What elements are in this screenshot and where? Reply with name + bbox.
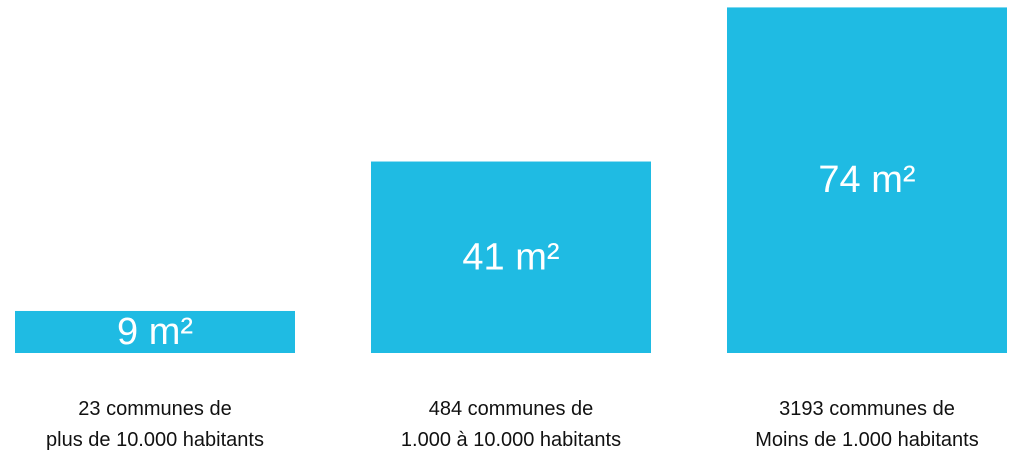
bar (727, 7, 1007, 353)
category-label: 23 communes de plus de 10.000 habitants (46, 398, 264, 451)
bar (15, 310, 295, 353)
bar (371, 161, 651, 353)
category-label: 484 communes de 1.000 à 10.000 habitants (400, 398, 622, 451)
value-label: 9 m² (117, 311, 193, 353)
value-label: 74 m² (818, 159, 915, 201)
category-label: 3193 communes de Moins de 1.000 habitant… (755, 398, 979, 451)
value-label: 41 m² (462, 236, 559, 278)
